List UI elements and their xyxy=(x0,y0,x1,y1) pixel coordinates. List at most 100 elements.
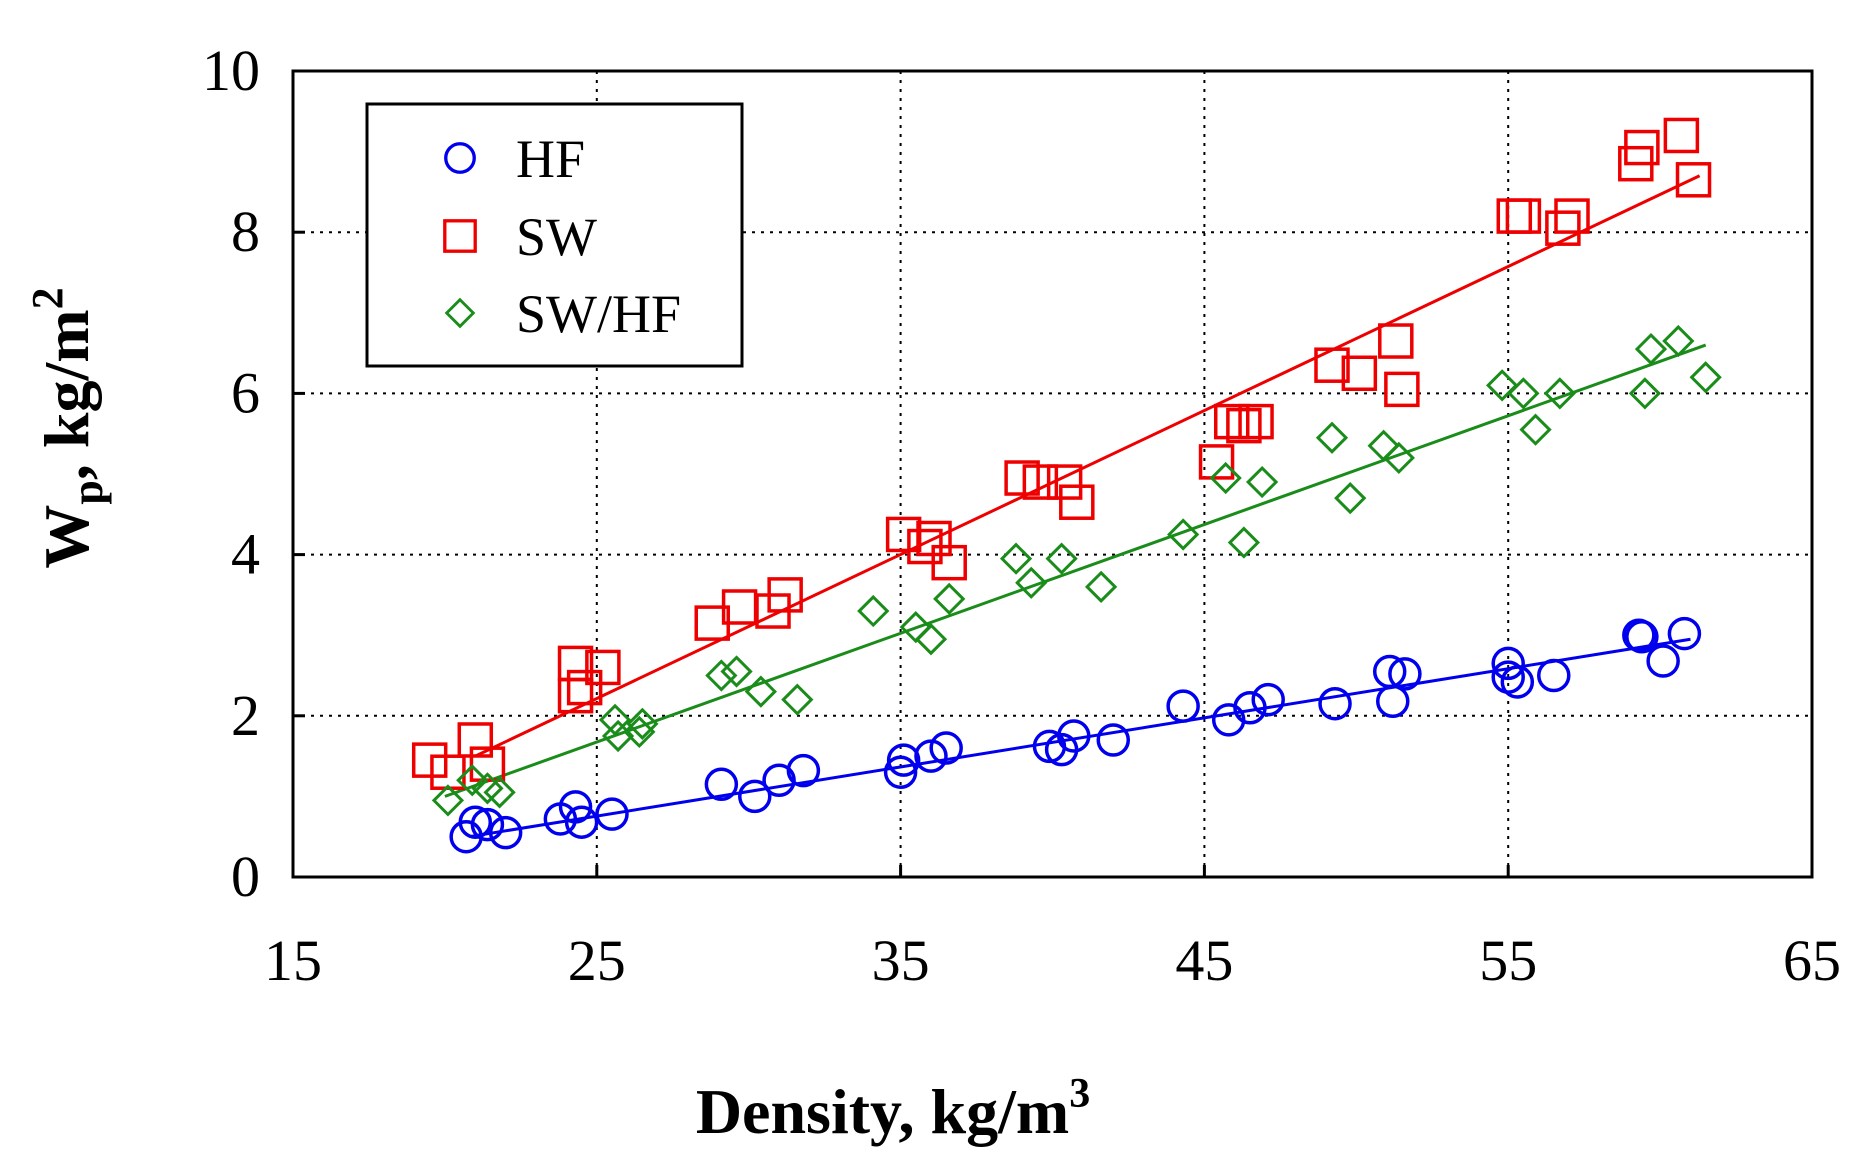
data-point-sw-hf xyxy=(1367,429,1400,462)
data-point-hf xyxy=(595,797,629,831)
data-point-sw-hf xyxy=(1662,324,1695,358)
data-point-sw xyxy=(1675,162,1712,198)
data-point-sw xyxy=(1059,484,1095,520)
x-tick-label: 55 xyxy=(1479,928,1537,993)
y-axis-title: Wp, kg/m2 xyxy=(23,287,112,568)
data-point-sw xyxy=(585,649,621,686)
legend-label-hf: HF xyxy=(516,129,585,189)
data-point-sw xyxy=(411,742,448,778)
data-points xyxy=(411,117,1722,854)
data-point-hf xyxy=(1096,723,1131,757)
data-point-sw xyxy=(1022,464,1059,500)
data-point-sw-hf xyxy=(914,623,948,656)
data-point-sw-hf xyxy=(1689,361,1722,394)
x-tick-label: 15 xyxy=(264,928,322,993)
y-tick-label: 10 xyxy=(202,38,260,103)
x-axis-title: Density, kg/m3 xyxy=(696,1071,1090,1147)
data-point-sw xyxy=(1378,323,1414,359)
data-point-sw xyxy=(1226,407,1262,444)
y-tick-label: 2 xyxy=(231,683,260,748)
data-point-sw xyxy=(1046,464,1083,500)
legend-marker-sw xyxy=(443,219,477,253)
legend-marker-sw-hf xyxy=(444,297,476,329)
data-point-sw-hf xyxy=(899,611,932,644)
data-point-hf xyxy=(1388,657,1422,691)
plot-frame xyxy=(291,69,1814,879)
data-point-hf xyxy=(1537,658,1571,693)
data-point-hf xyxy=(1318,686,1352,721)
legend-box xyxy=(365,102,744,368)
data-point-sw-hf xyxy=(781,683,814,716)
data-point-sw-hf xyxy=(933,582,966,616)
data-point-hf xyxy=(564,805,599,839)
data-point-hf xyxy=(929,731,963,765)
data-point-hf xyxy=(1667,616,1702,651)
data-point-sw-hf xyxy=(1045,542,1078,575)
data-point-hf xyxy=(786,753,821,788)
data-point-hf xyxy=(1166,689,1200,723)
data-point-sw-hf xyxy=(1015,566,1048,599)
legend-label-sw-hf: SW/HF xyxy=(516,284,681,344)
trend-line-hf xyxy=(468,637,1691,839)
data-point-sw-hf xyxy=(744,675,777,708)
data-point-hf xyxy=(1057,719,1091,753)
legend-marker-hf xyxy=(444,142,476,174)
data-point-sw-hf xyxy=(1382,441,1415,475)
data-point-sw xyxy=(1238,403,1274,440)
data-point-sw xyxy=(1554,198,1590,234)
data-point-sw-hf xyxy=(857,594,890,628)
legend: HF SW SW/HF xyxy=(365,102,744,368)
data-point-sw-hf xyxy=(1634,332,1668,366)
data-point-sw-hf xyxy=(1334,482,1367,515)
data-point-sw-hf xyxy=(598,703,632,736)
data-point-sw-hf xyxy=(1246,465,1279,499)
data-point-sw xyxy=(557,677,594,714)
data-point-sw-hf xyxy=(1543,377,1576,410)
data-point-hf xyxy=(738,779,772,814)
data-point-sw-hf xyxy=(456,764,489,797)
data-point-sw xyxy=(1213,403,1250,440)
data-point-hf xyxy=(1233,690,1267,725)
x-tick-label: 25 xyxy=(568,928,626,993)
data-point-sw-hf xyxy=(1519,413,1552,446)
data-point-sw-hf xyxy=(471,772,504,805)
axis-ticks: 15 25 35 45 55 65 0 2 4 6 8 10 xyxy=(202,38,1841,993)
data-point-hf xyxy=(883,755,918,789)
data-point-sw xyxy=(566,669,603,706)
data-point-sw xyxy=(1341,355,1378,391)
y-tick-label: 4 xyxy=(231,522,260,587)
data-point-hf xyxy=(1491,646,1525,681)
data-point-sw xyxy=(767,577,803,613)
data-point-sw-hf xyxy=(483,776,516,809)
data-point-hf xyxy=(470,807,505,842)
data-point-hf xyxy=(886,743,921,777)
x-tick-label: 35 xyxy=(872,928,930,993)
data-point-sw-hf xyxy=(1315,421,1349,454)
data-point-sw-hf xyxy=(1167,518,1200,551)
data-point-sw-hf xyxy=(431,784,465,817)
data-point-sw-hf xyxy=(1227,526,1261,559)
data-point-sw xyxy=(931,544,967,581)
data-point-sw xyxy=(1545,210,1581,246)
data-point-sw-hf xyxy=(720,655,753,688)
data-point-sw xyxy=(1663,117,1700,154)
trend-line-sw xyxy=(474,174,1701,758)
data-point-sw-hf xyxy=(626,707,659,740)
data-point-sw xyxy=(1505,198,1542,234)
data-point-hf xyxy=(558,790,593,824)
data-point-sw-hf xyxy=(1507,377,1540,410)
data-point-sw xyxy=(1314,347,1350,383)
legend-label-sw: SW xyxy=(516,207,597,267)
data-point-sw xyxy=(1384,371,1420,408)
data-point-hf xyxy=(704,767,739,802)
data-point-hf xyxy=(458,805,493,839)
data-point-sw xyxy=(1624,129,1660,166)
data-point-sw-hf xyxy=(1084,570,1118,603)
data-point-sw xyxy=(1198,444,1235,480)
x-tick-label: 45 xyxy=(1175,928,1233,993)
y-tick-label: 6 xyxy=(231,360,260,425)
data-point-hf xyxy=(1625,620,1659,654)
data-point-sw-hf xyxy=(999,542,1033,575)
x-tick-label: 65 xyxy=(1783,928,1841,993)
